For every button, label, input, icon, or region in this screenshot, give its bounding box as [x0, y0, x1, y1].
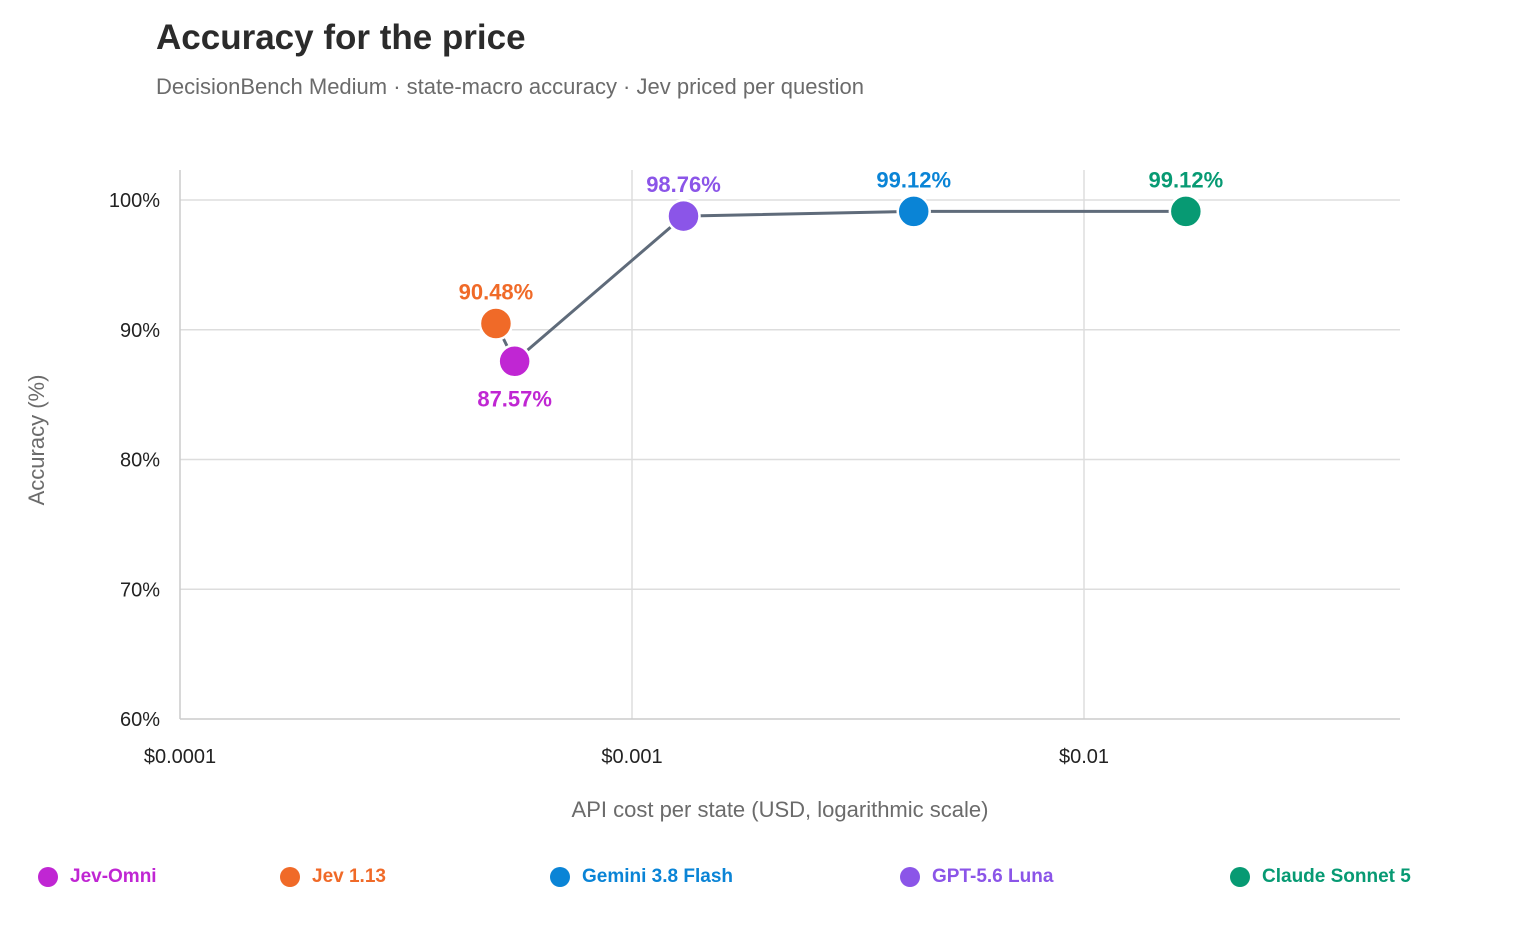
data-point-jev-omni[interactable] — [497, 344, 532, 379]
y-tick-label: 80% — [120, 450, 160, 472]
data-labels-layer: 87.57% 90.48% 99.12% 98.76% 99.12% — [459, 167, 1224, 411]
data-label-jev-omni: 87.57% — [477, 386, 552, 411]
x-tick-label: $0.0001 — [144, 746, 216, 768]
legend-label: Claude Sonnet 5 — [1262, 866, 1411, 887]
data-label-claude-sonnet-5: 99.12% — [1149, 167, 1224, 192]
frontier-line — [494, 209, 1186, 363]
chart-subtitle: DecisionBench Medium · state-macro accur… — [156, 74, 864, 99]
data-label-gemini-3-8-flash: 99.12% — [876, 167, 951, 192]
y-axis-label: Accuracy (%) — [24, 375, 49, 506]
data-point-jev-1-13[interactable] — [478, 306, 514, 341]
y-tick-label: 90% — [120, 320, 160, 342]
legend-swatch-icon — [280, 867, 300, 887]
legend-item-gpt-5-6-luna[interactable]: GPT-5.6 Luna — [900, 860, 1053, 894]
frontier-line-layer — [494, 209, 1186, 363]
data-point-gemini-3-8-flash[interactable] — [896, 194, 931, 229]
legend-swatch-icon — [550, 867, 570, 887]
x-tick-label: $0.01 — [1059, 746, 1109, 768]
x-tick-label: $0.001 — [601, 746, 662, 768]
legend-label: Jev 1.13 — [312, 866, 386, 887]
y-tick-label: 60% — [120, 709, 160, 731]
chart-legend: Jev-Omni Jev 1.13 Gemini 3.8 Flash GPT-5.6 … — [0, 860, 1520, 896]
grid-layer — [180, 170, 1400, 719]
data-label-gpt-5-6-luna: 98.76% — [646, 172, 721, 197]
data-points-layer — [478, 194, 1204, 379]
legend-item-gemini-3-8-flash[interactable]: Gemini 3.8 Flash — [550, 860, 733, 894]
data-point-gpt-5-6-luna[interactable] — [666, 198, 701, 234]
legend-label: Jev-Omni — [70, 866, 157, 887]
chart-title: Accuracy for the price — [156, 18, 526, 57]
x-axis-label: API cost per state (USD, logarithmic sca… — [572, 797, 989, 822]
data-label-jev-1-13: 90.48% — [459, 280, 534, 305]
y-tick-label: 70% — [120, 579, 160, 601]
legend-label: Gemini 3.8 Flash — [582, 866, 733, 887]
legend-item-jev-1-13[interactable]: Jev 1.13 — [280, 860, 386, 894]
legend-swatch-icon — [1230, 867, 1250, 887]
legend-item-claude-sonnet-5[interactable]: Claude Sonnet 5 — [1230, 860, 1411, 894]
scatter-chart: 100% 90% 80% 70% 60% $0.0001 $0.001 $0.01 87.57… — [24, 167, 1400, 822]
legend-label: GPT-5.6 Luna — [932, 866, 1054, 887]
y-tick-label: 100% — [109, 190, 160, 212]
axis-layer: 100% 90% 80% 70% 60% $0.0001 $0.001 $0.01 — [109, 170, 1400, 768]
legend-swatch-icon — [38, 867, 58, 887]
legend-swatch-icon — [900, 867, 920, 887]
data-point-claude-sonnet-5[interactable] — [1168, 194, 1204, 229]
legend-item-jev-omni[interactable]: Jev-Omni — [38, 860, 157, 894]
